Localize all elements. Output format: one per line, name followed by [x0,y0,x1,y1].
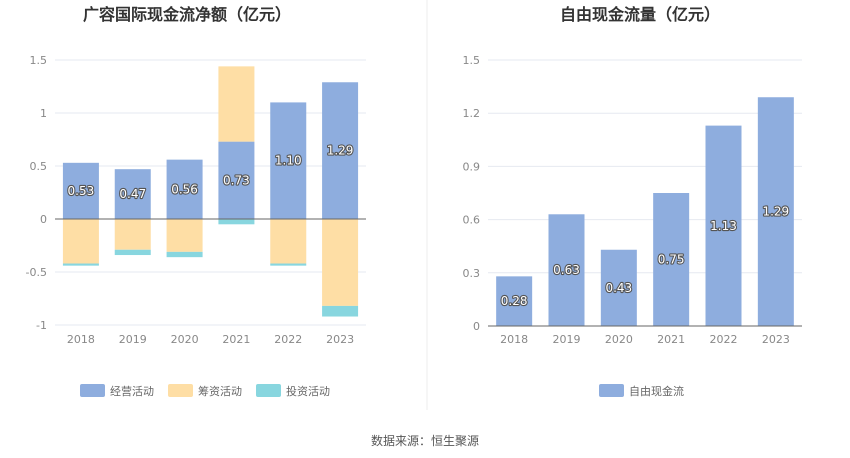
bar-value-label: 0.75 [658,253,685,267]
right-x-tick-label: 2018 [500,333,528,346]
legend-label-financing: 筹资活动 [198,384,242,398]
bar-free-cash-flow[interactable] [653,193,690,326]
legend-item-financing[interactable]: 筹资活动 [168,384,242,398]
right-y-tick-label: 0.6 [463,214,481,227]
bar-investing[interactable] [270,263,307,266]
legend-label-free-cash-flow: 自由现金流 [629,384,684,398]
legend-item-operating[interactable]: 经营活动 [80,384,154,398]
bar-financing[interactable] [218,66,255,142]
left-chart-title: 广容国际现金流净额（亿元） [83,5,291,24]
bar-operating[interactable] [270,102,307,219]
bar-financing[interactable] [114,219,151,250]
left-x-tick-label: 2019 [119,333,147,346]
bar-free-cash-flow[interactable] [496,276,533,326]
right-y-tick-label: 0 [473,320,480,333]
right-x-tick-label: 2023 [762,333,790,346]
right-x-tick-label: 2021 [657,333,685,346]
free-cash-flow-chart: 自由现金流量（亿元） 1.5 1.2 0.9 0.6 0.3 0 0.28 0.63 0.43… [463,5,802,398]
bar-investing[interactable] [114,249,151,256]
left-x-tick-label: 2023 [326,333,354,346]
left-legend: 经营活动 筹资活动 投资活动 [80,384,330,398]
bar-operating[interactable] [218,141,255,219]
bar-free-cash-flow[interactable] [757,97,794,327]
bar-operating[interactable] [322,82,359,219]
left-y-tick-label: 1.5 [30,54,48,67]
legend-label-investing: 投资活动 [286,384,330,398]
left-x-tick-label: 2018 [67,333,95,346]
bar-value-label: 0.43 [605,281,632,295]
left-x-axis: 2018 2019 2020 2021 2022 2023 [55,218,366,346]
right-x-axis: 2018 2019 2020 2021 2022 2023 [488,325,802,346]
right-x-tick-label: 2020 [605,333,633,346]
bar-operating[interactable] [166,159,203,219]
left-y-tick-label: 0.5 [30,160,48,173]
bar-investing[interactable] [322,305,359,317]
left-x-tick-label: 2022 [274,333,302,346]
left-grid: 1.5 1 0.5 0 -0.5 -1 [26,54,366,332]
bar-value-label: 1.10 [275,154,302,168]
bar-financing[interactable] [270,219,307,264]
right-y-tick-label: 0.3 [463,267,481,280]
left-x-tick-label: 2020 [171,333,199,346]
left-bars [62,66,359,317]
bar-value-label: 0.73 [223,173,250,187]
bar-free-cash-flow[interactable] [705,125,742,326]
bar-value-label: 0.28 [501,294,528,308]
bar-operating[interactable] [114,169,151,219]
bar-value-label: 0.53 [68,184,95,198]
bar-free-cash-flow[interactable] [548,214,585,326]
right-legend: 自由现金流 [599,384,684,398]
right-value-labels: 0.28 0.63 0.43 0.75 1.13 1.29 [500,204,791,310]
bar-financing[interactable] [62,219,99,264]
data-source: 数据来源：恒生聚源 [371,433,479,448]
bar-investing[interactable] [218,219,255,225]
right-chart-title: 自由现金流量（亿元） [560,5,720,24]
legend-item-investing[interactable]: 投资活动 [256,384,330,398]
bar-financing[interactable] [322,219,359,306]
right-y-tick-label: 1.5 [463,54,481,67]
left-value-labels: 0.53 0.47 0.56 0.73 1.10 1.29 [66,143,354,203]
bar-operating[interactable] [62,162,99,219]
left-x-tick-label: 2021 [222,333,250,346]
bar-investing[interactable] [62,263,99,266]
bar-financing[interactable] [166,219,203,252]
legend-label-operating: 经营活动 [110,384,154,398]
bar-value-label: 1.13 [710,219,737,233]
left-y-tick-label: 1 [40,107,47,120]
bar-free-cash-flow[interactable] [600,249,637,326]
bar-value-label: 1.29 [762,205,789,219]
left-y-tick-label: -0.5 [26,266,47,279]
bar-value-label: 0.47 [119,187,146,201]
right-bars [496,97,794,327]
left-y-tick-label: 0 [40,213,47,226]
right-x-tick-label: 2019 [553,333,581,346]
right-y-tick-label: 1.2 [463,107,481,120]
bar-value-label: 1.29 [327,144,354,158]
bar-value-label: 0.63 [553,263,580,277]
right-y-tick-label: 0.9 [463,160,481,173]
cash-flow-chart: 广容国际现金流净额（亿元） 1.510.50-0.5-1 0.53 0.47 0.5… [26,5,366,398]
bar-investing[interactable] [166,251,203,258]
right-grid: 1.5 1.2 0.9 0.6 0.3 0 [463,54,802,333]
right-x-tick-label: 2022 [710,333,738,346]
bar-value-label: 0.56 [171,182,198,196]
legend-item-free-cash-flow[interactable]: 自由现金流 [599,384,684,398]
left-y-tick-label: -1 [36,319,47,332]
